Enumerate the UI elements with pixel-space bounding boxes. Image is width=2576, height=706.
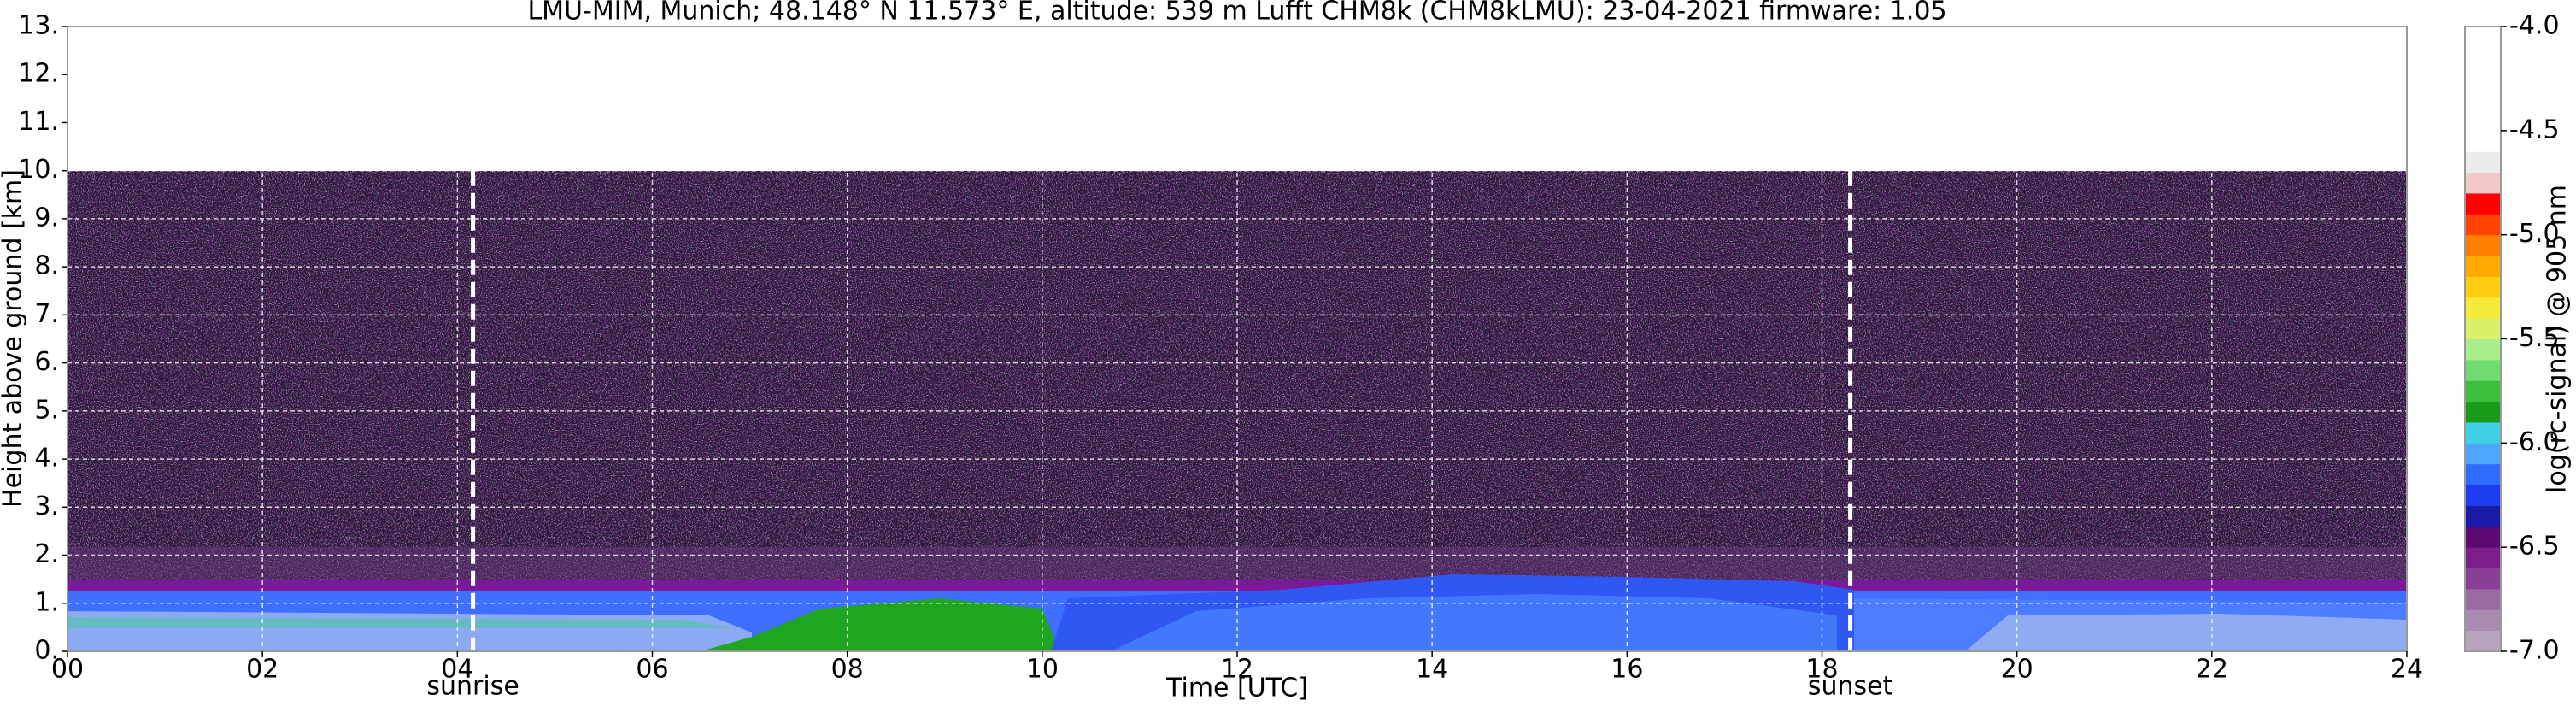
colorbar-tick-label: -4.0 bbox=[2509, 11, 2560, 41]
colorbar-segment bbox=[2465, 109, 2501, 132]
colorbar-segment bbox=[2465, 130, 2501, 152]
colorbar-tick-label: -5.0 bbox=[2509, 219, 2560, 249]
x-tick-label: 06 bbox=[636, 655, 668, 685]
y-tick-label: 6. bbox=[34, 347, 59, 377]
colorbar-segment bbox=[2465, 609, 2501, 632]
y-tick-label: 9. bbox=[34, 203, 59, 232]
colorbar-segment bbox=[2465, 443, 2501, 465]
colorbar-segment bbox=[2465, 526, 2501, 548]
y-tick-label: 12. bbox=[18, 59, 59, 89]
x-tick-label: 12 bbox=[1221, 655, 1253, 685]
x-tick-label: 04 bbox=[441, 655, 473, 685]
annotation-label: sunset bbox=[1808, 672, 1893, 702]
colorbar-segment bbox=[2465, 338, 2501, 361]
colorbar-segment bbox=[2465, 68, 2501, 90]
colorbar-segment bbox=[2465, 192, 2501, 215]
x-tick-label: 08 bbox=[831, 655, 864, 685]
x-tick-label: 18 bbox=[1805, 655, 1838, 685]
colorbar-segment bbox=[2465, 588, 2501, 610]
y-tick-label: 11. bbox=[18, 107, 59, 137]
colorbar-segment bbox=[2465, 172, 2501, 194]
y-tick-label: 10. bbox=[18, 155, 59, 185]
colorbar-segment bbox=[2465, 297, 2501, 319]
colorbar-segment bbox=[2465, 359, 2501, 381]
chart-title: LMU-MIM, Munich; 48.148° N 11.573° E, al… bbox=[527, 0, 1946, 26]
colorbar-segment bbox=[2465, 485, 2501, 506]
colorbar-segment bbox=[2465, 151, 2501, 174]
y-tick-label: 4. bbox=[34, 444, 59, 474]
x-tick-label: 14 bbox=[1416, 655, 1448, 685]
y-tick-label: 13. bbox=[18, 11, 59, 41]
colorbar-segment bbox=[2465, 505, 2501, 527]
colorbar-tick-label: -7.0 bbox=[2509, 636, 2560, 666]
colorbar-tick-label: -6.5 bbox=[2509, 532, 2560, 562]
colorbar-segment bbox=[2465, 26, 2501, 48]
y-tick-label: 0. bbox=[34, 636, 59, 666]
x-tick-label: 24 bbox=[2391, 655, 2423, 685]
x-tick-label: 02 bbox=[246, 655, 279, 685]
x-tick-label: 00 bbox=[51, 655, 84, 685]
y-tick-label: 8. bbox=[34, 251, 59, 281]
y-tick-label: 1. bbox=[34, 587, 59, 617]
colorbar-segment bbox=[2465, 256, 2501, 277]
y-tick-label: 2. bbox=[34, 539, 59, 569]
colorbar-tick-label: -6.0 bbox=[2509, 427, 2560, 457]
y-tick-label: 7. bbox=[34, 299, 59, 329]
y-axis-label: Height above ground [km] bbox=[0, 169, 28, 508]
colorbar-segment bbox=[2465, 547, 2501, 569]
colorbar-segment bbox=[2465, 463, 2501, 485]
x-tick-label: 20 bbox=[2001, 655, 2033, 685]
x-axis-label: Time [UTC] bbox=[1165, 674, 1308, 703]
colorbar-tick-label: -5.5 bbox=[2509, 323, 2560, 353]
colorbar-segment bbox=[2465, 47, 2501, 69]
colorbar-label: log(rc-signal) @ 905 nm bbox=[2543, 185, 2573, 493]
colorbar-segment bbox=[2465, 630, 2501, 652]
colorbar-segment bbox=[2465, 421, 2501, 444]
colorbar-tick-label: -4.5 bbox=[2509, 115, 2560, 144]
colorbar-segment bbox=[2465, 401, 2501, 423]
colorbar-segment bbox=[2465, 234, 2501, 256]
x-tick-label: 22 bbox=[2196, 655, 2228, 685]
colorbar-segment bbox=[2465, 568, 2501, 590]
colorbar-segment bbox=[2465, 276, 2501, 298]
colorbar-segment bbox=[2465, 318, 2501, 339]
x-tick-label: 10 bbox=[1026, 655, 1059, 685]
colorbar-segment bbox=[2465, 380, 2501, 403]
y-tick-label: 3. bbox=[34, 491, 59, 521]
x-tick-label: 16 bbox=[1611, 655, 1643, 685]
y-tick-label: 5. bbox=[34, 395, 59, 425]
colorbar-segment bbox=[2465, 89, 2501, 110]
annotation-label: sunrise bbox=[426, 672, 519, 702]
colorbar-segment bbox=[2465, 214, 2501, 236]
